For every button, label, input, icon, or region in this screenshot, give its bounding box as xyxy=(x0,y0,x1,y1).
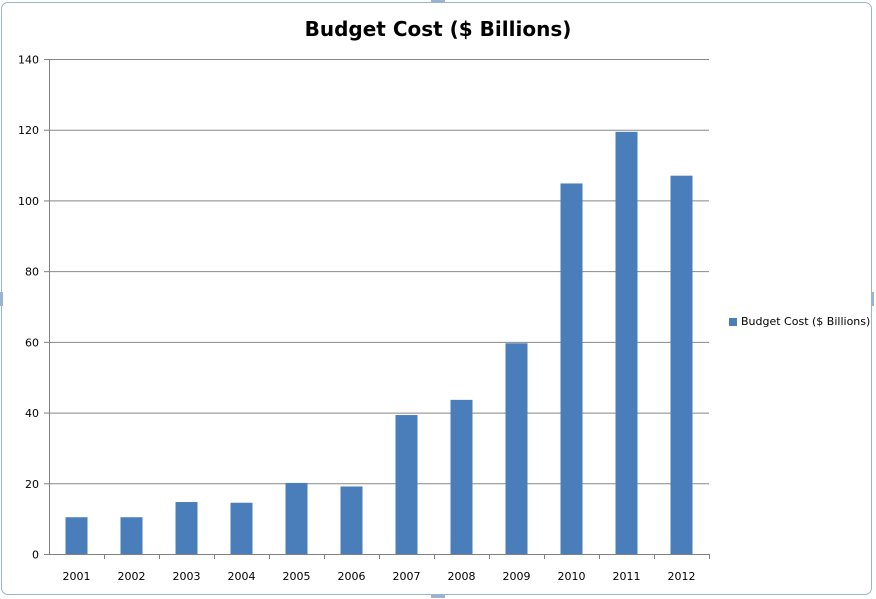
x-tick-label: 2002 xyxy=(118,570,146,583)
bar xyxy=(340,486,363,554)
legend-swatch xyxy=(729,317,737,326)
x-tick-label: 2009 xyxy=(503,570,531,583)
x-tick-label: 2008 xyxy=(448,570,476,583)
resize-handle-top[interactable] xyxy=(431,0,445,3)
y-tick-label: 100 xyxy=(18,195,39,208)
bar xyxy=(175,502,198,554)
x-tick-label: 2005 xyxy=(283,570,311,583)
x-tick-label: 2010 xyxy=(558,570,586,583)
legend-label: Budget Cost ($ Billions) xyxy=(741,315,871,328)
x-tick-label: 2011 xyxy=(613,570,641,583)
y-tick-label: 20 xyxy=(25,478,39,491)
x-tick-label: 2006 xyxy=(338,570,366,583)
resize-handle-left[interactable] xyxy=(0,292,3,306)
bar xyxy=(120,517,143,554)
y-tick-label: 60 xyxy=(25,336,39,349)
x-tick-label: 2007 xyxy=(393,570,421,583)
bar xyxy=(65,517,88,554)
bar xyxy=(670,175,693,554)
y-tick-label: 140 xyxy=(18,54,39,67)
bar xyxy=(505,343,528,554)
bar xyxy=(560,183,583,554)
chart-title: Budget Cost ($ Billions) xyxy=(304,17,572,41)
y-tick-label: 40 xyxy=(25,407,39,420)
bar xyxy=(230,502,253,554)
y-tick-label: 80 xyxy=(25,266,39,279)
bar xyxy=(395,415,418,554)
bar xyxy=(450,399,473,554)
y-tick-label: 0 xyxy=(32,549,39,562)
x-tick-label: 2012 xyxy=(668,570,696,583)
y-tick-label: 120 xyxy=(18,124,39,137)
x-tick-label: 2003 xyxy=(173,570,201,583)
bar xyxy=(285,482,308,554)
resize-handle-right[interactable] xyxy=(871,292,874,306)
bar xyxy=(615,131,638,555)
x-tick-label: 2004 xyxy=(228,570,256,583)
x-tick-label: 2001 xyxy=(63,570,91,583)
resize-handle-bottom[interactable] xyxy=(431,595,445,598)
legend: Budget Cost ($ Billions) xyxy=(729,315,870,328)
